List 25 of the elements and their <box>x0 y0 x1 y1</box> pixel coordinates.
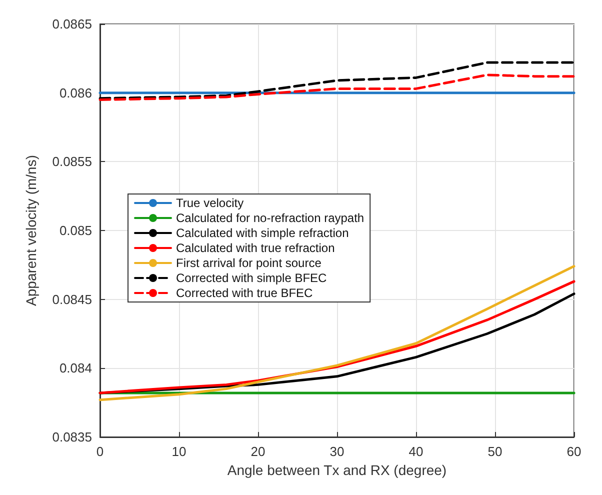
y-axis-title: Apparent velocity (m/ns) <box>23 155 39 306</box>
legend-label: Calculated with simple refraction <box>176 226 349 240</box>
x-tick-label: 50 <box>488 444 502 459</box>
legend-label: First arrival for point source <box>176 256 322 270</box>
x-axis-title: Angle between Tx and RX (degree) <box>227 462 447 478</box>
line-series <box>98 74 576 101</box>
legend-label: Calculated for no-refraction raypath <box>176 211 364 225</box>
legend-label: Corrected with true BFEC <box>176 286 314 300</box>
y-tick-label: 0.0845 <box>52 292 92 307</box>
y-tick-label: 0.0855 <box>52 154 92 170</box>
y-tick-label: 0.0835 <box>52 430 92 444</box>
legend-label: Calculated with true refraction <box>176 241 335 255</box>
y-tick-label: 0.0865 <box>52 16 92 32</box>
y-tick-label: 0.084 <box>59 360 92 376</box>
y-tick-label: 0.086 <box>59 85 92 100</box>
y-tick-label: 0.085 <box>59 223 92 238</box>
x-tick-label: 10 <box>172 444 186 459</box>
x-tick-label: 40 <box>408 444 424 459</box>
line-series <box>98 61 576 100</box>
legend-label: Corrected with simple BFEC <box>176 271 328 285</box>
x-tick-label: 20 <box>250 444 266 459</box>
legend-label: True velocity <box>176 196 244 210</box>
x-tick-label: 60 <box>566 444 582 459</box>
x-tick-label: 30 <box>330 444 344 459</box>
x-tick-label: 0 <box>96 444 104 459</box>
